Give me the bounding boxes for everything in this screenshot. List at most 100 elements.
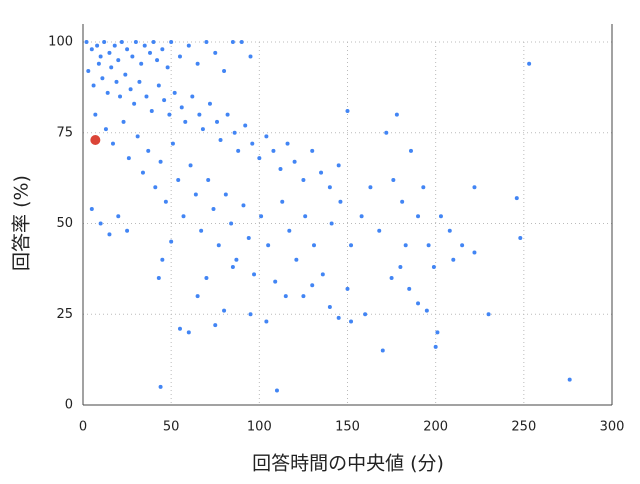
point	[527, 61, 532, 66]
point	[264, 319, 269, 324]
x-tick-label: 50	[163, 420, 180, 435]
point	[169, 239, 174, 244]
point	[103, 127, 108, 132]
point	[149, 108, 154, 113]
point	[222, 69, 227, 74]
point	[96, 61, 101, 66]
point	[188, 163, 193, 168]
point	[89, 47, 94, 52]
point	[102, 40, 107, 44]
point	[162, 98, 167, 103]
point	[363, 312, 368, 317]
point	[139, 61, 144, 66]
point	[292, 159, 297, 164]
point	[126, 156, 131, 161]
point	[384, 130, 389, 135]
point	[327, 304, 332, 309]
point	[169, 40, 174, 44]
point	[407, 286, 412, 291]
point	[303, 214, 308, 219]
point	[158, 159, 163, 164]
point	[128, 87, 133, 92]
point	[179, 105, 184, 110]
point	[389, 275, 394, 280]
point	[259, 214, 264, 219]
x-tick-label: 200	[423, 420, 448, 435]
point	[359, 214, 364, 219]
point	[107, 232, 112, 237]
point	[394, 112, 399, 117]
point	[336, 163, 341, 168]
point	[156, 83, 161, 88]
point	[241, 203, 246, 208]
point	[170, 141, 175, 146]
point	[416, 214, 421, 219]
point	[230, 40, 235, 44]
point	[294, 257, 299, 262]
point	[391, 177, 396, 182]
point	[274, 388, 279, 393]
y-tick-label: 50	[56, 216, 73, 231]
point	[349, 243, 354, 248]
point	[252, 272, 257, 277]
point	[398, 265, 403, 270]
point	[186, 43, 191, 48]
point	[95, 43, 100, 48]
point	[234, 257, 239, 262]
point	[176, 177, 181, 182]
point	[380, 348, 385, 353]
point	[320, 272, 325, 277]
point	[211, 206, 216, 211]
point	[125, 228, 130, 233]
point	[451, 257, 456, 262]
point	[116, 214, 121, 219]
point	[151, 40, 156, 44]
point	[215, 119, 220, 124]
point	[156, 275, 161, 280]
point	[229, 221, 234, 226]
point	[105, 90, 110, 95]
point	[146, 148, 151, 153]
point	[222, 308, 227, 313]
point	[329, 221, 334, 226]
y-tick-label: 0	[65, 398, 73, 413]
point	[472, 250, 477, 255]
point	[177, 54, 182, 59]
point	[165, 65, 170, 70]
point	[186, 330, 191, 335]
point	[213, 50, 218, 55]
point	[93, 112, 98, 117]
point	[114, 79, 119, 84]
point	[248, 312, 253, 317]
point	[160, 47, 165, 52]
point	[345, 286, 350, 291]
point	[144, 94, 149, 99]
point	[172, 90, 177, 95]
point	[248, 54, 253, 59]
point	[232, 130, 237, 135]
point	[112, 43, 117, 48]
point	[310, 148, 315, 153]
point	[91, 83, 96, 88]
point	[264, 134, 269, 139]
x-tick-label: 150	[335, 420, 360, 435]
point	[133, 40, 138, 44]
point	[204, 275, 209, 280]
point	[285, 141, 290, 146]
point	[273, 279, 278, 284]
point	[327, 185, 332, 190]
point	[266, 243, 271, 248]
point	[181, 214, 186, 219]
point	[160, 257, 165, 262]
point	[153, 185, 158, 190]
point	[236, 148, 241, 153]
x-tick-label: 250	[511, 420, 536, 435]
point	[349, 319, 354, 324]
point	[109, 65, 114, 70]
x-tick-label: 0	[79, 420, 87, 435]
point	[135, 134, 140, 139]
point	[567, 377, 572, 382]
x-axis-title: 回答時間の中央値 (分)	[252, 453, 444, 475]
point	[125, 47, 130, 52]
